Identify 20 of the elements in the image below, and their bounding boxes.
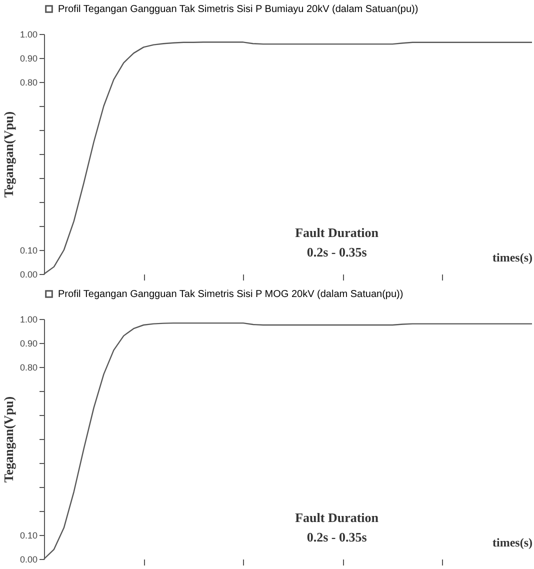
annotation: Fault Duration: [295, 225, 380, 240]
legend-label: Profil Tegangan Gangguan Tak Simetris Sisi P Bumiayu 20kV (dalam Satuan(pu)): [58, 4, 418, 15]
y-tick-label: 1.00: [20, 30, 38, 40]
y-tick-label: 0.00: [20, 270, 38, 280]
y-tick-label: 0.00: [20, 554, 38, 564]
y-tick-label: 0.90: [20, 54, 38, 64]
y-tick-label: 0.90: [20, 338, 38, 348]
y-tick-label: 1.00: [20, 314, 38, 324]
x-axis-title: times(s): [492, 250, 533, 264]
y-tick-label: 0.10: [20, 530, 38, 540]
y-tick-label: 0.10: [20, 246, 38, 256]
annotation: 0.2s - 0.35s: [306, 244, 367, 260]
legend-label: Profil Tegangan Gangguan Tak Simetris Sisi P MOG 20kV (dalam Satuan(pu)): [58, 289, 404, 300]
y-tick-label: 0.80: [20, 78, 38, 88]
annotation: 0.2s - 0.35s: [306, 529, 367, 544]
y-axis-title: Tegangan(Vpu): [0, 111, 16, 198]
y-axis-title: Tegangan(Vpu): [0, 396, 16, 483]
x-axis-title: times(s): [492, 536, 533, 550]
y-tick-label: 0.80: [20, 362, 38, 372]
annotation: Fault Duration: [295, 510, 380, 526]
